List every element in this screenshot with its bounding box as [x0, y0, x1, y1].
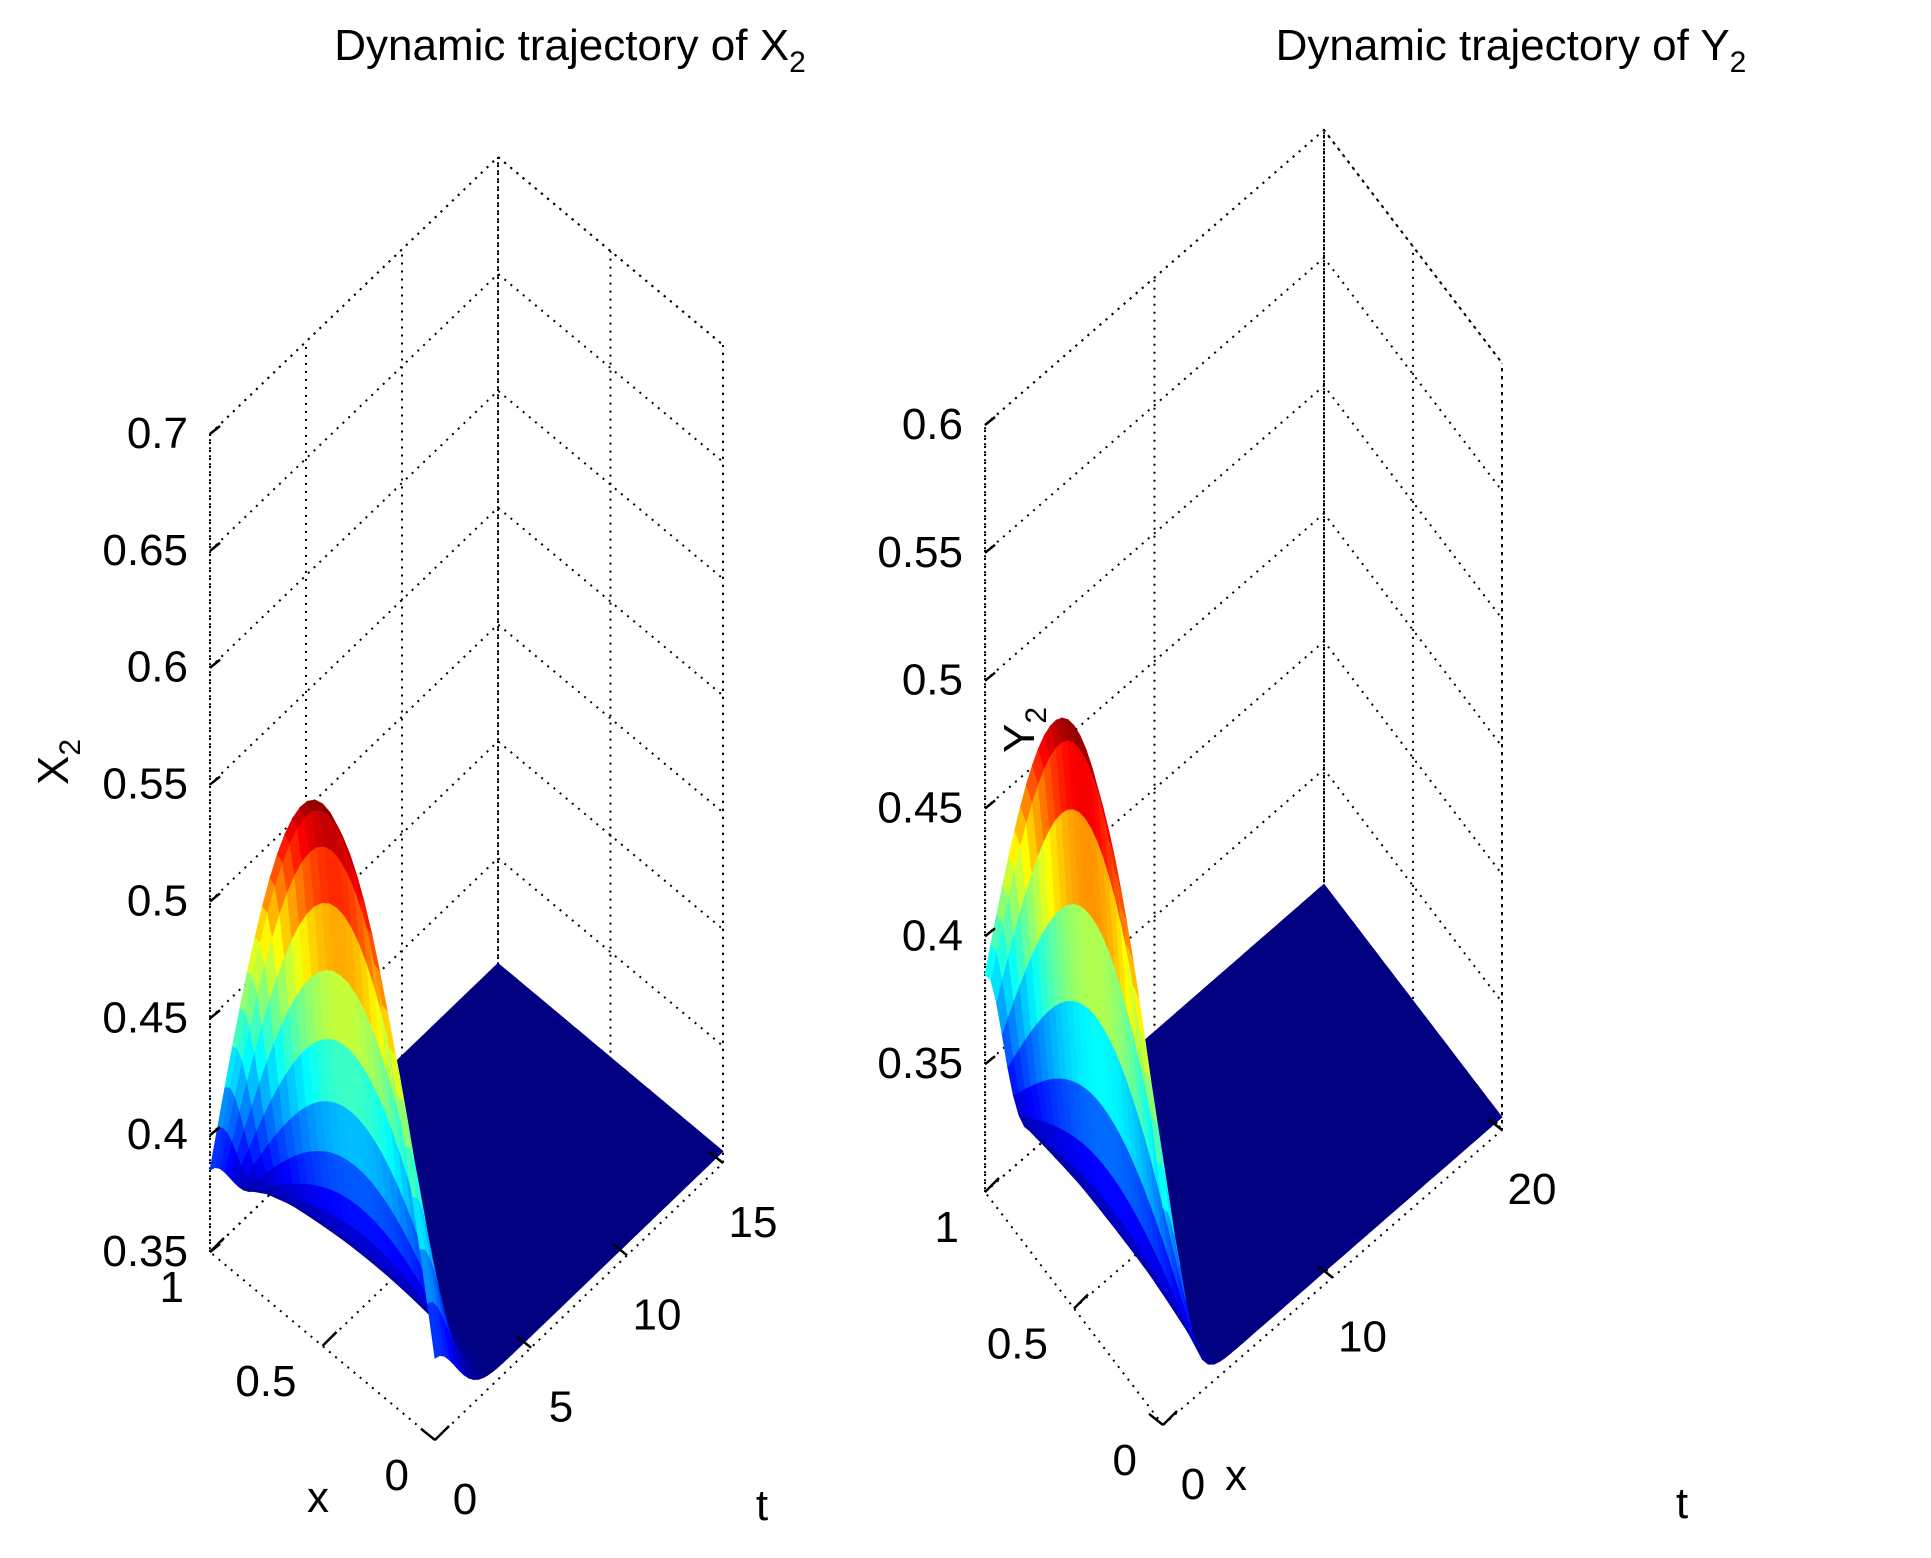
z-tick-label: 0.45: [877, 784, 963, 833]
surface-patch: [1156, 1160, 1170, 1214]
x-axis-label: x: [1225, 1451, 1247, 1500]
surface-y2: [984, 717, 1503, 1365]
surface-x2: [209, 799, 724, 1381]
z-tick-label: 0.35: [102, 1227, 188, 1276]
x-tick: [1162, 1410, 1178, 1426]
t-tick-label: 10: [633, 1290, 682, 1339]
z-tick: [984, 671, 996, 682]
grid-line: [1323, 129, 1503, 364]
z-tick-label: 0.4: [902, 911, 963, 960]
z-tick-label: 0.4: [127, 1110, 188, 1159]
t-tick-label: 0: [1181, 1460, 1205, 1509]
z-tick-label: 0.45: [102, 993, 188, 1042]
x-tick-label: 0: [1113, 1436, 1137, 1485]
plot-y2: Dynamic trajectory of Y2 0.35 0.4 0.45 0.5 0…: [877, 21, 1746, 1528]
x-tick-label: 0: [385, 1451, 409, 1500]
x-tick: [209, 1237, 225, 1253]
t-tick: [1317, 1265, 1334, 1279]
t-axis-label: t: [756, 1481, 768, 1530]
grid-line: [984, 425, 1164, 1426]
grid-line: [321, 251, 612, 1347]
x-tick: [321, 1331, 338, 1347]
grid-line: [209, 156, 499, 435]
t-tick-label: 5: [549, 1383, 573, 1432]
z-tick: [209, 541, 221, 552]
z-tick-label: 0.55: [877, 528, 963, 577]
t-tick: [516, 1335, 532, 1349]
z-tick: [209, 892, 221, 903]
grid-line: [209, 506, 724, 786]
t-tick: [612, 1243, 628, 1257]
plot-title: Dynamic trajectory of Y2: [1276, 21, 1747, 79]
z-tick: [209, 1126, 221, 1137]
x-tick: [434, 1425, 450, 1441]
z-tick-label: 0.35: [877, 1039, 963, 1088]
plot-x2: Dynamic trajectory of X2 0.35 0.4 0.45 0.5 0…: [29, 21, 806, 1530]
z-tick-label: 0.5: [902, 656, 963, 705]
x-tick: [1073, 1293, 1089, 1310]
z-tick: [984, 416, 996, 426]
t-tick: [1487, 1117, 1503, 1131]
t-tick-label: 15: [729, 1198, 778, 1247]
z-tick-label: 0.6: [127, 643, 188, 692]
grid-line: [209, 272, 724, 552]
plot-title: Dynamic trajectory of X2: [334, 21, 806, 79]
x-tick: [984, 1177, 1000, 1193]
x-tick-label: 0.5: [987, 1320, 1048, 1369]
grid-line: [984, 384, 1503, 682]
x-tick-label: 1: [935, 1203, 959, 1252]
grid-line: [434, 345, 724, 1441]
t-tick-label: 10: [1338, 1313, 1387, 1362]
t-tick-label: 20: [1508, 1165, 1557, 1214]
z-tick: [984, 927, 996, 938]
z-tick-label: 0.5: [127, 876, 188, 925]
grid-line: [209, 434, 436, 1441]
t-axis-label: t: [1676, 1479, 1688, 1528]
z-tick: [984, 799, 996, 810]
t-tick: [420, 1427, 436, 1441]
z-tick: [984, 543, 996, 554]
z-tick: [209, 775, 221, 786]
z-tick-label: 0.7: [127, 409, 188, 458]
t-tick: [708, 1150, 724, 1164]
grid-line: [984, 256, 1503, 554]
z-tick-label: 0.65: [102, 526, 188, 575]
grid-line: [209, 155, 724, 435]
z-tick: [209, 658, 221, 669]
x-tick-label: 1: [160, 1263, 184, 1312]
z-axis-label: Y2: [995, 707, 1053, 753]
x-axis-label: x: [307, 1473, 329, 1522]
z-tick: [209, 425, 221, 435]
z-tick: [984, 1055, 996, 1066]
z-tick: [209, 1009, 221, 1020]
z-axis-label: X2: [29, 739, 87, 785]
grid-line: [209, 389, 724, 669]
t-tick-label: 0: [453, 1475, 477, 1524]
grid-line: [209, 157, 499, 1253]
z-tick-label: 0.55: [102, 760, 188, 809]
surface-patch: [427, 1301, 441, 1359]
t-tick: [1148, 1412, 1164, 1426]
x-tick-label: 0.5: [235, 1357, 296, 1406]
grid-line: [984, 128, 1503, 426]
z-tick-label: 0.6: [902, 400, 963, 449]
